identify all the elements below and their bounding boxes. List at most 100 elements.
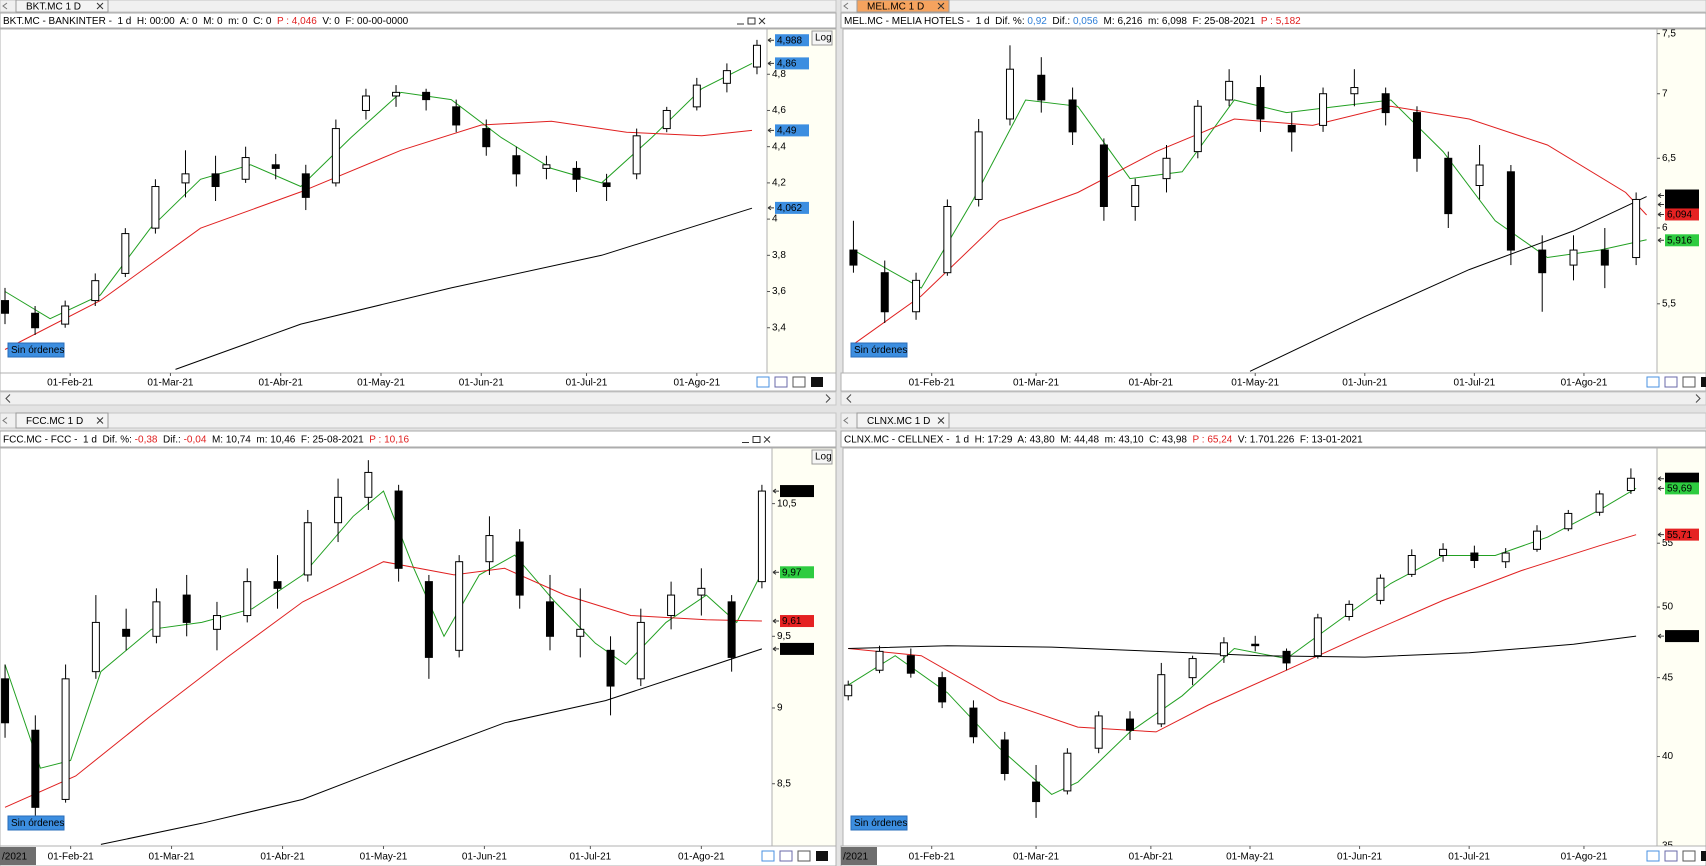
candle-body <box>572 167 581 180</box>
tab[interactable] <box>856 412 950 429</box>
y-tick-label: 6 <box>1662 223 1668 234</box>
scroll-right[interactable] <box>825 394 831 403</box>
candle-body <box>1068 99 1077 133</box>
price-tag-arrow <box>1657 476 1664 482</box>
tab-label: CLNX.MC 1 D <box>867 416 930 427</box>
toolbar-icon[interactable] <box>797 850 811 862</box>
candle-body <box>301 173 310 198</box>
candle-body <box>182 594 191 623</box>
date-axis <box>840 372 1706 392</box>
price-tag <box>1665 234 1699 247</box>
toolbar-icon[interactable] <box>792 376 806 388</box>
close-button[interactable] <box>758 17 766 25</box>
tab-close[interactable] <box>96 417 104 424</box>
scrollbar[interactable] <box>0 391 837 406</box>
candle-body <box>662 109 671 130</box>
toolbar-icon[interactable] <box>1701 851 1706 861</box>
price-tag-label: 4,49 <box>777 126 797 137</box>
scroll-right[interactable] <box>1695 394 1701 403</box>
moving-average-line <box>4 561 762 808</box>
tab-close[interactable] <box>96 2 104 10</box>
scroll-left[interactable] <box>5 394 11 403</box>
panel-header <box>840 12 1706 29</box>
toolbar-icon[interactable] <box>1646 376 1660 388</box>
moving-average-line <box>100 648 763 845</box>
close-button[interactable] <box>763 436 771 443</box>
candle-body <box>91 621 100 673</box>
header-segment: P : 5,182 <box>1261 16 1301 27</box>
panel-header <box>0 430 837 448</box>
toolbar-icon[interactable] <box>756 376 770 388</box>
price-tag <box>780 615 814 628</box>
maximize-button[interactable] <box>752 436 761 443</box>
log-button[interactable] <box>811 449 833 465</box>
toolbar-icon[interactable] <box>761 850 775 862</box>
tab-close[interactable] <box>937 417 945 424</box>
toolbar-icon[interactable] <box>774 376 788 388</box>
y-axis-strip <box>1656 447 1706 847</box>
candle-body <box>912 279 921 313</box>
log-button[interactable] <box>811 30 833 46</box>
toolbar-icon[interactable] <box>816 851 828 861</box>
header-segment: V: 1.701.226 F: 13-01-2021 <box>1232 434 1363 445</box>
candle-body <box>1475 164 1484 187</box>
candle-body <box>1 678 10 724</box>
moving-average-line <box>4 120 753 350</box>
y-tick-label: 3,6 <box>772 286 786 297</box>
candle-body <box>211 173 220 188</box>
tab-bar <box>840 412 1706 429</box>
date-axis <box>0 372 837 392</box>
toolbar-icon[interactable] <box>1682 376 1696 388</box>
candle-body <box>576 628 585 637</box>
candle-body <box>722 70 731 84</box>
scroll-left[interactable] <box>846 394 852 403</box>
candle-body <box>1381 93 1390 114</box>
candle-body <box>1319 93 1328 126</box>
price-tag <box>780 566 814 579</box>
price-tag-arrow <box>1657 633 1664 639</box>
x-tick-label: 01-Jul-21 <box>1448 852 1490 863</box>
price-tag-arrow <box>767 127 774 133</box>
chart-panel: CLNX.MC 1 D CLNX.MC - CELLNEX - 1 d H: 17… <box>840 412 1706 866</box>
maximize-button[interactable] <box>747 17 756 25</box>
tab[interactable] <box>856 0 950 13</box>
x-tick-label: 01-Ago-21 <box>1561 378 1608 389</box>
header-segment: Dif.: <box>1047 16 1073 27</box>
candle-body <box>1407 555 1416 575</box>
candle-body <box>1532 530 1541 550</box>
log-button-label: Log <box>815 452 832 463</box>
x-tick-label: 01-Ago-21 <box>673 378 720 389</box>
moving-average-line <box>4 490 763 769</box>
header-segment: 0,056 <box>1073 16 1098 27</box>
candle-body <box>212 615 221 630</box>
candle-body <box>515 541 524 596</box>
toolbar-icon[interactable] <box>779 850 793 862</box>
toolbar-icon[interactable] <box>1664 376 1678 388</box>
tab-bar <box>840 0 1706 13</box>
tab[interactable] <box>15 0 109 13</box>
candle-body <box>1282 650 1291 664</box>
scrollbar[interactable] <box>840 391 1706 406</box>
price-tag-label: 6,094 <box>1667 210 1692 221</box>
tab[interactable] <box>15 412 109 429</box>
date-start-box <box>841 847 877 865</box>
candle-body <box>181 173 190 184</box>
price-tag-arrow <box>1657 212 1664 217</box>
header-segment: M: 10,74 m: 10,46 F: 25-08-2021 <box>206 434 369 445</box>
toolbar-icon[interactable] <box>1701 377 1706 387</box>
toolbar-icon[interactable] <box>1682 850 1696 862</box>
candle-body <box>1470 552 1479 561</box>
candle-body <box>606 649 615 687</box>
toolbar-icon[interactable] <box>1646 850 1660 862</box>
toolbar-icon[interactable] <box>811 377 823 387</box>
price-tag <box>1665 630 1699 643</box>
x-tick-label: 01-Feb-21 <box>48 852 95 863</box>
plot <box>1 39 761 370</box>
tab-close[interactable] <box>937 2 945 10</box>
toolbar-icon[interactable] <box>1664 850 1678 862</box>
x-tick-label: 01-Jul-21 <box>1454 378 1496 389</box>
candle-body <box>1162 157 1171 180</box>
price-tag <box>775 34 809 47</box>
candle-body <box>636 621 645 680</box>
tab-label: FCC.MC 1 D <box>26 416 83 427</box>
